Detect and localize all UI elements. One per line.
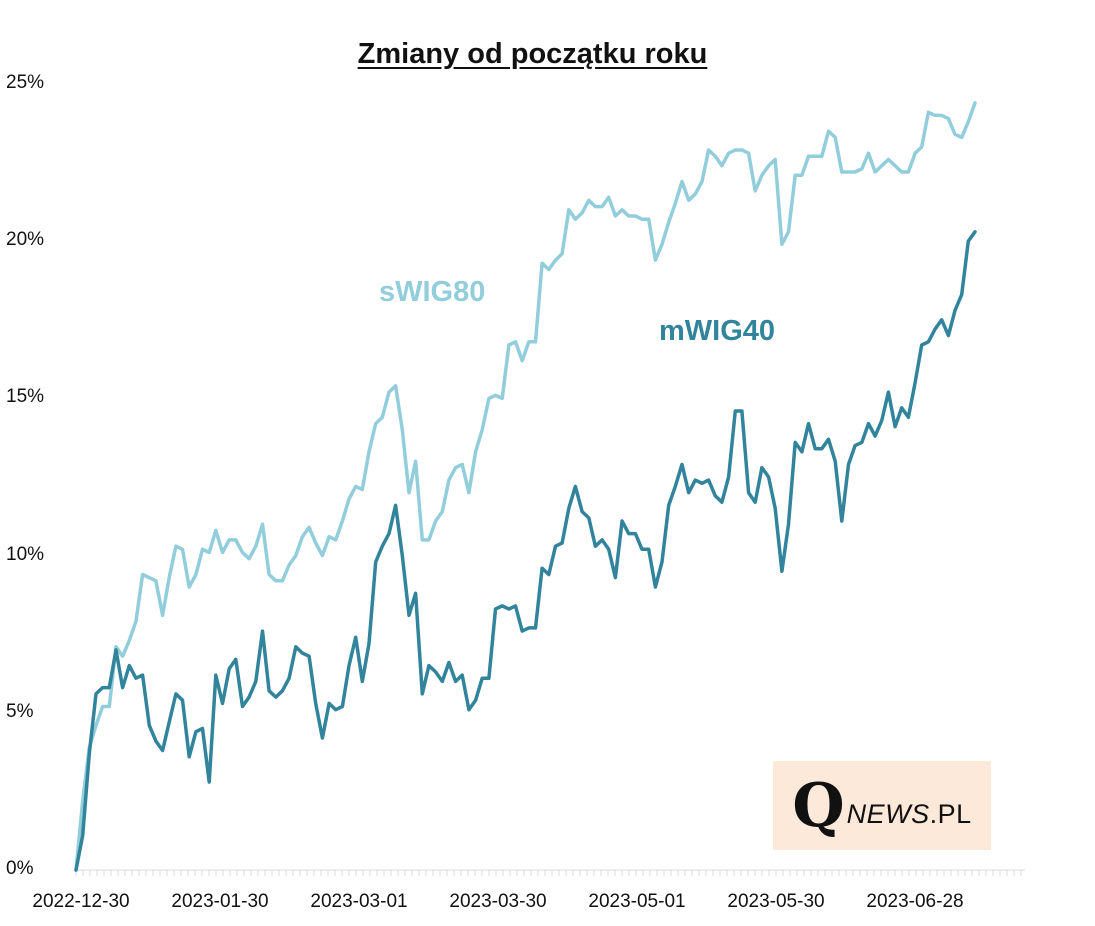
x-tick-label: 2023-06-28 <box>866 891 964 912</box>
y-tick-label: 10% <box>6 543 45 565</box>
x-tick-label: 2022-12-30 <box>32 891 130 912</box>
x-tick-label: 2023-01-30 <box>171 891 269 912</box>
y-tick-label: 15% <box>6 386 45 408</box>
x-tick-label: 2023-05-30 <box>727 891 825 912</box>
x-tick-label: 2023-03-01 <box>310 891 408 912</box>
x-tick-label: 2023-05-01 <box>588 891 686 912</box>
qnews-logo: Q NEWS.PL <box>773 761 991 850</box>
y-tick-label: 25% <box>6 72 45 93</box>
series-line-mwig40 <box>74 230 977 872</box>
y-tick-label: 0% <box>6 858 34 879</box>
series-line-swig80 <box>74 101 977 872</box>
logo-q-letter: Q <box>792 770 845 841</box>
series-lines <box>74 101 977 872</box>
logo-dot-pl: .PL <box>929 799 972 829</box>
series-label-mwig40: mWIG40 <box>659 315 776 347</box>
logo-news: NEWS <box>846 799 930 829</box>
chart-title: Zmiany od początku roku <box>357 38 708 70</box>
x-tick-label: 2023-03-30 <box>449 891 547 912</box>
y-tick-label: 20% <box>6 229 45 251</box>
y-tick-label: 5% <box>6 700 34 722</box>
series-label-swig80: sWIG80 <box>379 276 486 308</box>
logo-text: NEWS.PL <box>847 799 972 830</box>
x-axis-minor-ticks <box>75 870 1022 876</box>
